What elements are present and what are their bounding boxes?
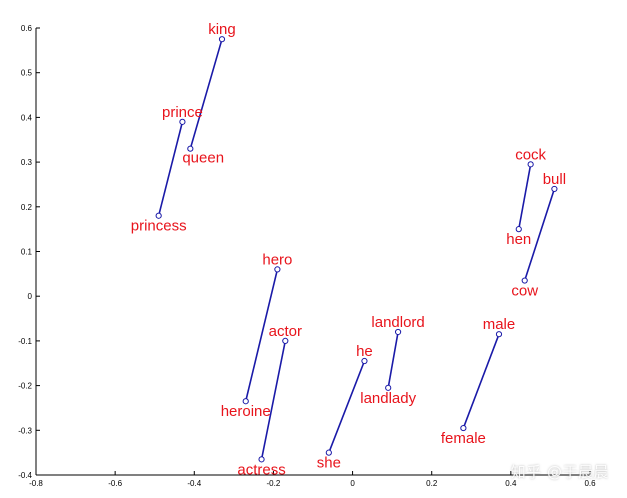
x-tick-label: 0.4 [505, 479, 517, 488]
label-female: female [441, 430, 486, 447]
y-tick-label: 0.5 [21, 69, 33, 78]
y-tick-label: 0.1 [21, 248, 33, 257]
point-heroine [242, 398, 249, 405]
label-king: king [208, 21, 236, 38]
x-tick-label: -0.6 [108, 479, 122, 488]
pair-line-he-she [328, 360, 366, 453]
point-cock [527, 161, 534, 168]
x-tick-label: -0.4 [187, 479, 201, 488]
point-hen [515, 226, 522, 233]
point-bull [551, 185, 558, 193]
label-hen: hen [506, 231, 531, 248]
label-cow: cow [511, 283, 538, 300]
pair-line-landlord-landlady [387, 331, 399, 388]
point-male [495, 331, 503, 338]
point-actor [282, 337, 289, 344]
pair-line-prince-princess [157, 121, 184, 216]
y-tick-label: 0 [28, 292, 33, 301]
watermark: 知乎 @于晨晨 [510, 463, 609, 481]
label-she: she [317, 455, 341, 472]
pair-line-cock-hen [517, 164, 532, 230]
word-labels: king queen prince princess hero heroine actor a… [131, 21, 566, 478]
label-bull: bull [543, 171, 566, 188]
word-points [155, 36, 558, 463]
label-queen: queen [182, 150, 224, 167]
x-tick-label: -0.2 [267, 479, 281, 488]
x-tick-label: 0.6 [584, 479, 596, 488]
point-she [325, 449, 332, 456]
pair-line-king-queen [189, 38, 223, 149]
pair-line-hero-heroine [244, 269, 279, 402]
y-tick-label: -0.2 [18, 382, 32, 391]
label-heroine: heroine [221, 403, 271, 420]
pair-line-male-female [462, 333, 500, 429]
x-tick-label: -0.8 [29, 479, 43, 488]
x-tick-label: 0 [350, 479, 355, 488]
label-actress: actress [237, 461, 285, 478]
point-queen [187, 145, 194, 152]
label-actor: actor [269, 323, 302, 340]
x-tick-label: 0.2 [426, 479, 438, 488]
y-tick-label: -0.3 [18, 426, 32, 435]
axes: -0.8 -0.6 -0.4 -0.2 0 0.2 0.4 0.6 -0.4 -0.3 -0.2 -0… [18, 24, 596, 488]
point-female [460, 424, 467, 432]
y-tick-label: 0.3 [21, 158, 33, 167]
point-prince [179, 118, 186, 125]
y-tick-label: -0.4 [18, 471, 32, 480]
point-hero [274, 266, 281, 273]
point-actress [258, 456, 265, 463]
label-landlord: landlord [371, 314, 424, 331]
label-hero: hero [262, 251, 292, 268]
point-landlord [394, 328, 402, 336]
pair-line-actor-actress [260, 340, 287, 460]
point-princess [155, 212, 162, 219]
label-he: he [356, 343, 373, 360]
y-tick-label: -0.1 [18, 337, 32, 346]
label-princess: princess [131, 218, 187, 235]
label-cock: cock [515, 146, 546, 163]
point-cow [521, 277, 528, 284]
label-prince: prince [162, 104, 203, 121]
y-tick-label: 0.6 [21, 24, 33, 33]
pair-lines [157, 38, 556, 460]
point-king [218, 36, 226, 43]
pair-line-bull-cow [523, 188, 556, 281]
point-landlady [385, 384, 392, 391]
point-he [361, 357, 368, 365]
y-tick-label: 0.2 [21, 203, 33, 212]
label-male: male [483, 316, 516, 333]
y-tick-label: 0.4 [21, 113, 33, 122]
label-landlady: landlady [360, 390, 416, 407]
